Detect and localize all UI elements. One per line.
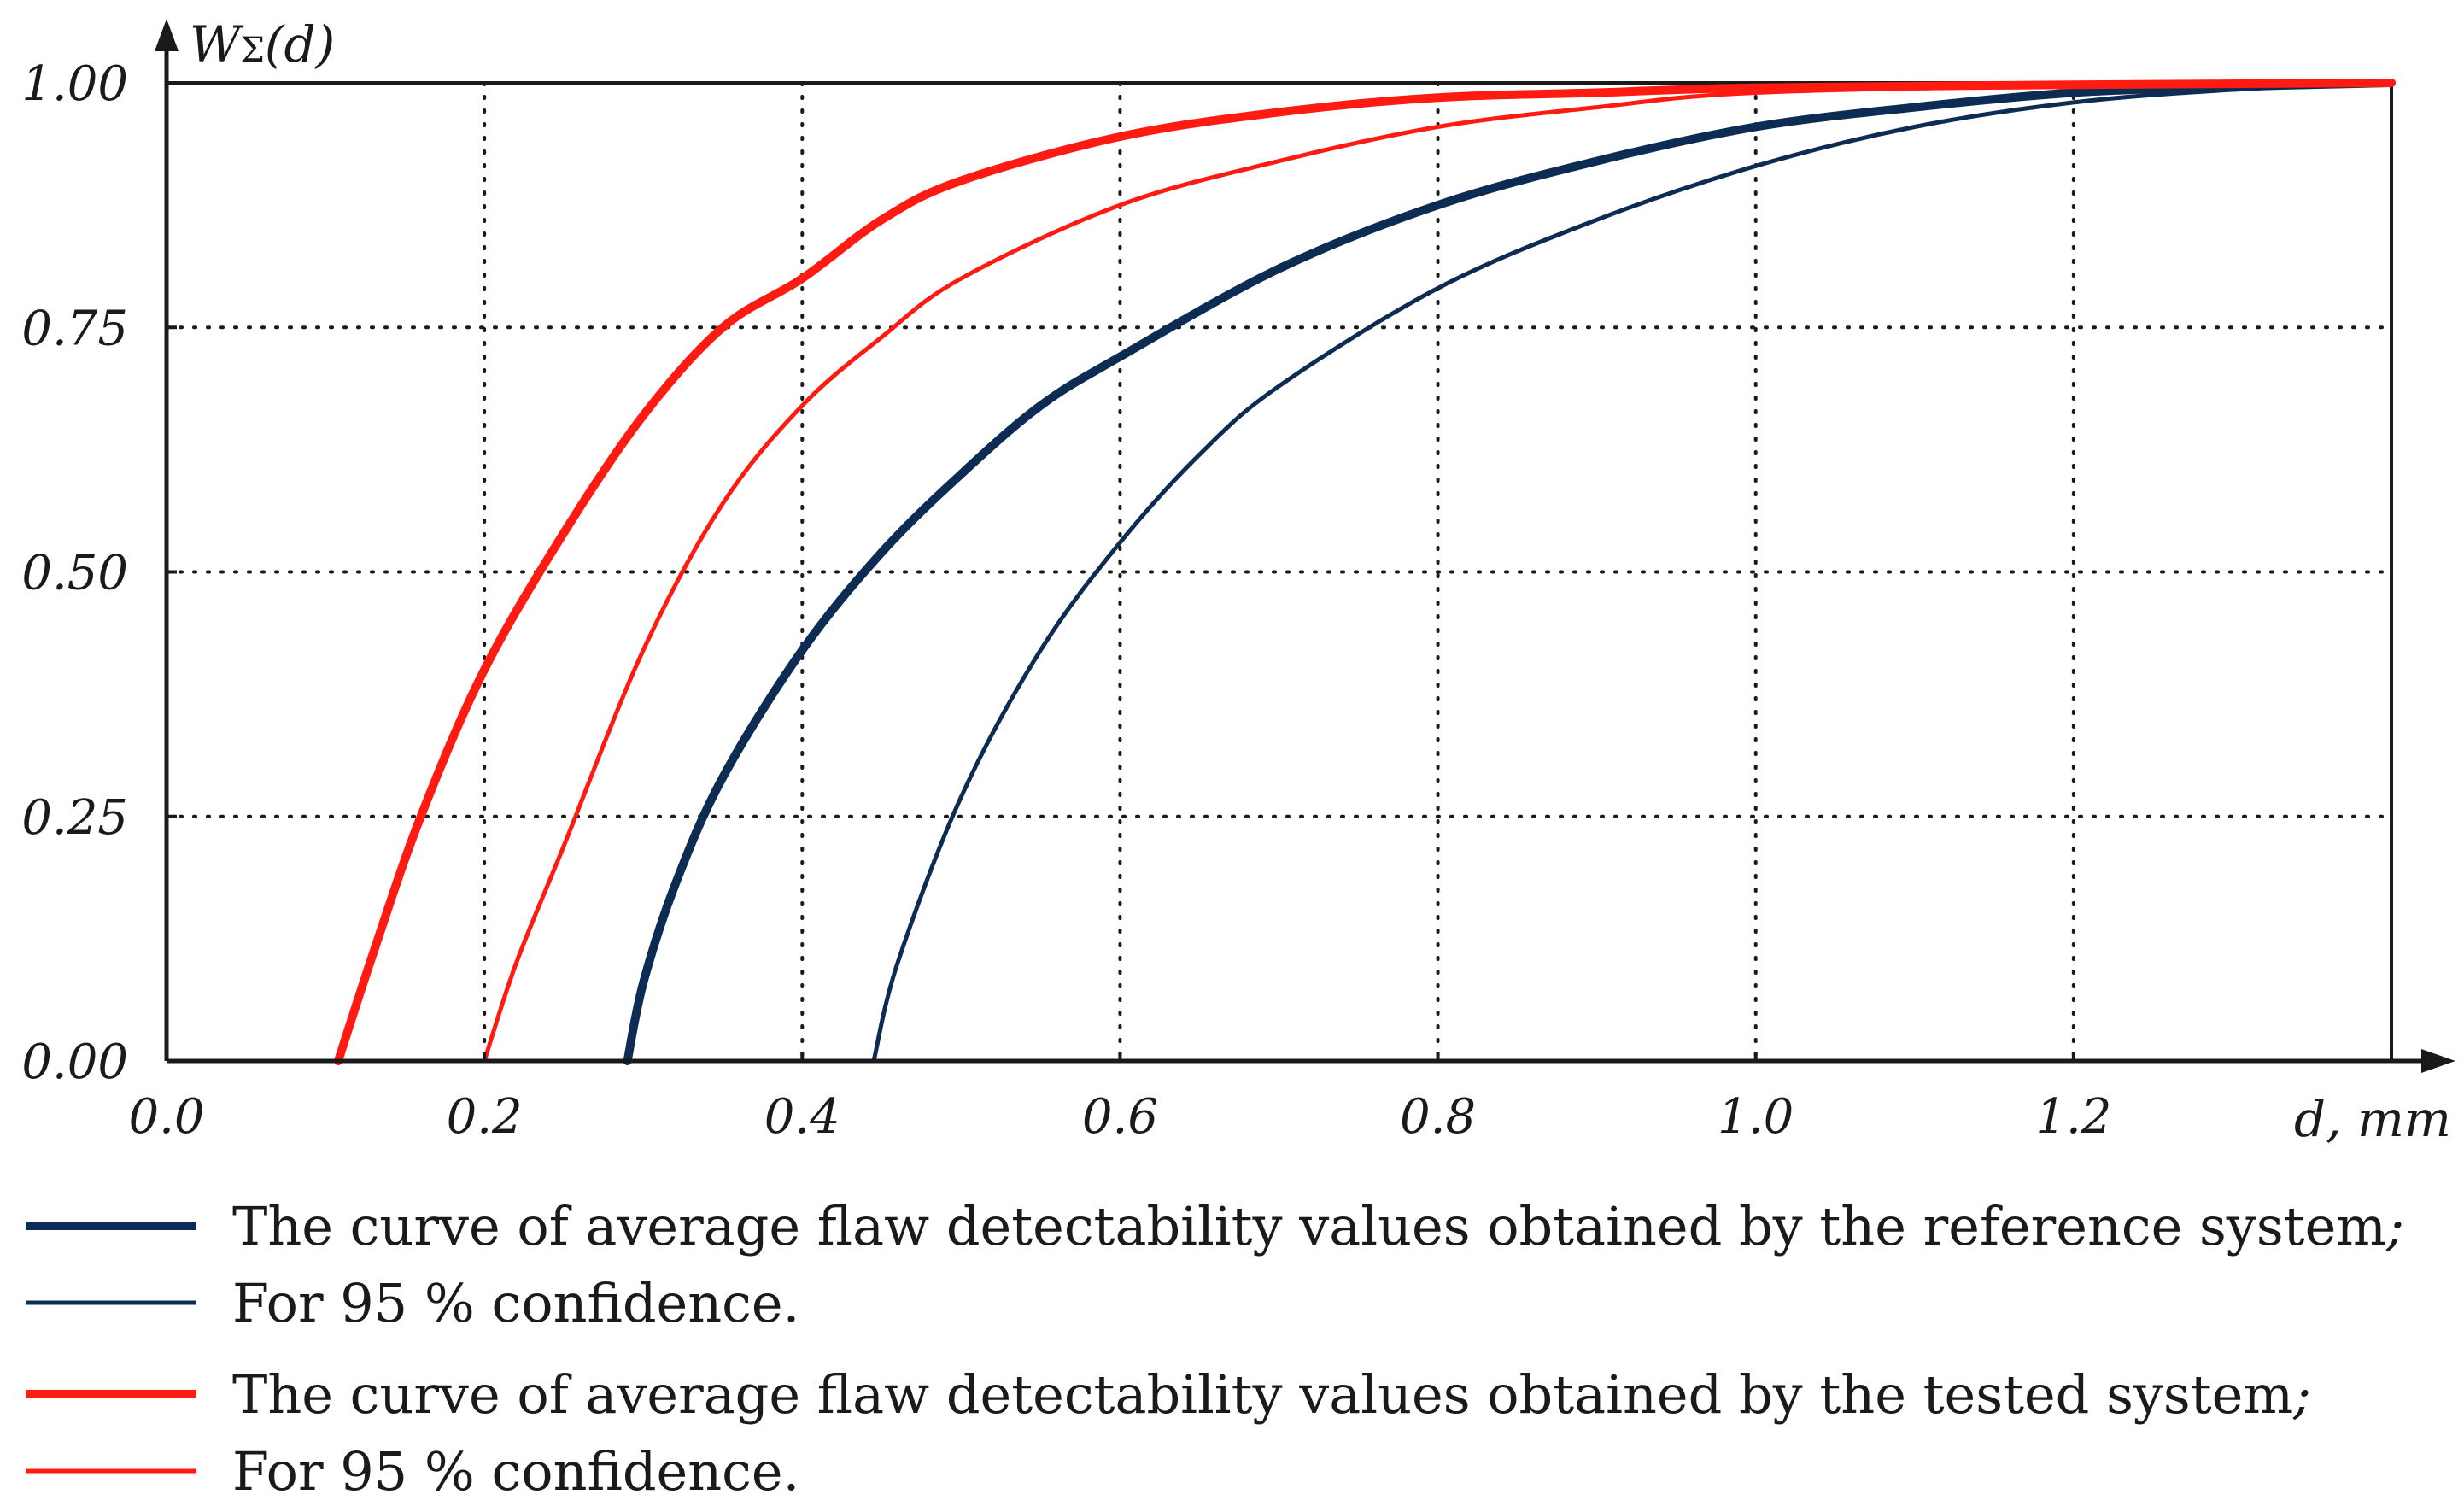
series-line-1 xyxy=(871,80,2394,1064)
y-axis-arrow xyxy=(155,19,179,51)
plot-frame xyxy=(167,81,2393,1061)
series-line-0 xyxy=(623,79,2396,1065)
x-tick-label: 1.0 xyxy=(1718,1089,1794,1145)
x-tick-label: 1.2 xyxy=(2035,1089,2111,1145)
legend: The curve of average flaw detectability … xyxy=(26,1195,2404,1503)
y-tick-label: 0.00 xyxy=(21,1034,128,1090)
y-tick-labels: 0.00 0.25 0.50 0.75 1.00 xyxy=(21,56,128,1090)
x-tick-label: 0.2 xyxy=(447,1089,523,1145)
x-tick-label: 0.0 xyxy=(128,1089,204,1145)
y-axis-title: WΣ(d) xyxy=(190,15,335,73)
legend-label: The curve of average flaw detectability … xyxy=(232,1363,2311,1426)
grid-lines xyxy=(165,81,2393,1063)
y-axis-title-suffix: (d) xyxy=(265,15,335,73)
y-axis-title-main: W xyxy=(190,15,244,73)
legend-label: The curve of average flaw detectability … xyxy=(232,1195,2404,1257)
series-layer xyxy=(334,79,2396,1065)
y-tick-label: 0.25 xyxy=(21,790,128,846)
x-tick-label: 0.6 xyxy=(1082,1089,1158,1145)
x-tick-label: 0.8 xyxy=(1400,1089,1476,1145)
y-tick-label: 0.75 xyxy=(21,301,128,356)
y-tick-label: 0.50 xyxy=(21,546,128,601)
legend-item: The curve of average flaw detectability … xyxy=(26,1195,2404,1257)
x-tick-label: 0.4 xyxy=(764,1089,840,1145)
series-line-2 xyxy=(334,79,2396,1065)
x-axis-arrow xyxy=(2421,1049,2455,1073)
legend-label: For 95 % confidence. xyxy=(232,1272,799,1334)
x-axis-title: d, mm xyxy=(2294,1090,2451,1148)
axes xyxy=(155,19,2455,1073)
legend-item: For 95 % confidence. xyxy=(26,1440,799,1503)
legend-label: For 95 % confidence. xyxy=(232,1440,799,1503)
series-line-3 xyxy=(482,80,2394,1064)
y-axis-title-subscript: Σ xyxy=(241,31,265,70)
legend-item: For 95 % confidence. xyxy=(26,1272,799,1334)
legend-item: The curve of average flaw detectability … xyxy=(26,1363,2311,1426)
x-tick-labels: 0.0 0.2 0.4 0.6 0.8 1.0 1.2 xyxy=(128,1089,2111,1145)
y-tick-label: 1.00 xyxy=(21,56,128,112)
